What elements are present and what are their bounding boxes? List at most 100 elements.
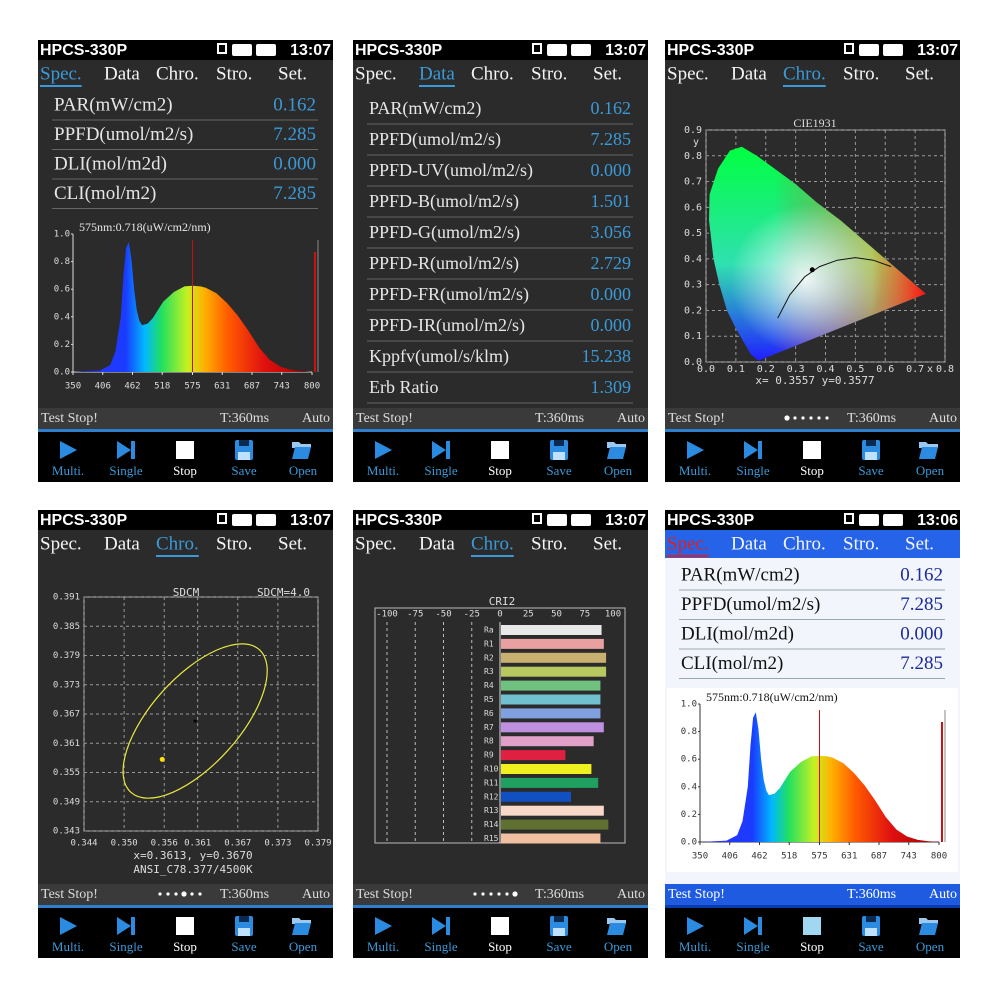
- button-label[interactable]: Save: [858, 463, 884, 478]
- tab[interactable]: Chro.: [471, 533, 514, 554]
- page-dot: [166, 892, 170, 896]
- open-icon[interactable]: [919, 918, 938, 924]
- tab[interactable]: Data: [419, 63, 455, 84]
- readout: x= 0.3557 y=0.3577: [755, 374, 874, 387]
- button-label[interactable]: Multi.: [52, 463, 84, 478]
- tab[interactable]: Chro.: [783, 533, 826, 554]
- tab[interactable]: Spec.: [355, 533, 397, 554]
- tab[interactable]: Stro.: [216, 533, 252, 554]
- tab[interactable]: Stro.: [843, 63, 879, 84]
- single-icon[interactable]: [117, 441, 131, 459]
- button-label[interactable]: Open: [289, 463, 318, 478]
- tab[interactable]: Spec.: [667, 533, 709, 554]
- stop-icon[interactable]: [176, 917, 194, 935]
- open-icon[interactable]: [607, 442, 626, 448]
- single-icon[interactable]: [432, 917, 446, 935]
- single-icon-bar: [131, 441, 135, 459]
- tab[interactable]: Stro.: [843, 533, 879, 554]
- tab[interactable]: Spec.: [667, 63, 709, 84]
- stop-icon[interactable]: [803, 441, 821, 459]
- tab[interactable]: Set.: [905, 63, 934, 84]
- button-label[interactable]: Stop: [488, 463, 512, 478]
- usb-icon: [217, 43, 227, 54]
- stop-icon[interactable]: [176, 441, 194, 459]
- button-label[interactable]: Single: [424, 939, 457, 954]
- tab[interactable]: Set.: [593, 533, 622, 554]
- category-label: R15: [484, 834, 499, 843]
- button-label[interactable]: Open: [604, 939, 633, 954]
- button-label[interactable]: Stop: [488, 939, 512, 954]
- open-icon[interactable]: [292, 442, 311, 448]
- play-icon[interactable]: [375, 441, 392, 459]
- button-label[interactable]: Single: [109, 939, 142, 954]
- single-icon[interactable]: [432, 441, 446, 459]
- play-icon[interactable]: [375, 917, 392, 935]
- x-tick-label: 687: [244, 382, 260, 392]
- single-icon[interactable]: [744, 441, 758, 459]
- tab[interactable]: Data: [419, 533, 455, 554]
- stop-icon[interactable]: [803, 917, 821, 935]
- tab[interactable]: Set.: [905, 533, 934, 554]
- stop-icon[interactable]: [491, 917, 509, 935]
- button-label[interactable]: Multi.: [367, 463, 399, 478]
- tab[interactable]: Set.: [593, 63, 622, 84]
- tab[interactable]: Data: [104, 63, 140, 84]
- button-label[interactable]: Multi.: [52, 939, 84, 954]
- button-label[interactable]: Save: [858, 939, 884, 954]
- button-label[interactable]: Single: [736, 463, 769, 478]
- open-icon[interactable]: [919, 442, 938, 448]
- tab[interactable]: Data: [731, 63, 767, 84]
- x-tick-label: 518: [154, 382, 170, 392]
- open-icon[interactable]: [607, 918, 626, 924]
- cri-bar: [501, 819, 609, 830]
- tab[interactable]: Chro.: [783, 63, 826, 84]
- tab[interactable]: Data: [731, 533, 767, 554]
- page-dot: [809, 416, 813, 420]
- y-tick-label: 0.9: [684, 125, 702, 136]
- button-label[interactable]: Save: [546, 463, 572, 478]
- single-icon[interactable]: [744, 917, 758, 935]
- button-label[interactable]: Save: [231, 939, 257, 954]
- button-label[interactable]: Open: [916, 463, 945, 478]
- single-icon[interactable]: [117, 917, 131, 935]
- tab[interactable]: Data: [104, 533, 140, 554]
- button-label[interactable]: Stop: [800, 463, 824, 478]
- tab[interactable]: Chro.: [156, 533, 199, 554]
- category-label: R2: [484, 653, 494, 662]
- tab[interactable]: Spec.: [355, 63, 397, 84]
- button-label[interactable]: Save: [231, 463, 257, 478]
- open-icon[interactable]: [292, 918, 311, 924]
- play-icon[interactable]: [687, 441, 704, 459]
- y-tick-label: 0.379: [53, 651, 80, 661]
- button-label[interactable]: Stop: [173, 939, 197, 954]
- tab[interactable]: Set.: [278, 533, 307, 554]
- tab[interactable]: Set.: [278, 63, 307, 84]
- button-label[interactable]: Stop: [800, 939, 824, 954]
- button-label[interactable]: Open: [604, 463, 633, 478]
- button-label[interactable]: Single: [109, 463, 142, 478]
- button-label[interactable]: Open: [289, 939, 318, 954]
- tab-bar: [665, 530, 960, 558]
- button-label[interactable]: Stop: [173, 463, 197, 478]
- button-label[interactable]: Single: [736, 939, 769, 954]
- tab[interactable]: Chro.: [156, 63, 199, 84]
- y-tick-label: 0.373: [53, 680, 80, 690]
- play-icon[interactable]: [687, 917, 704, 935]
- tab[interactable]: Chro.: [471, 63, 514, 84]
- button-label[interactable]: Multi.: [679, 939, 711, 954]
- button-label[interactable]: Save: [546, 939, 572, 954]
- button-label[interactable]: Single: [424, 463, 457, 478]
- play-icon[interactable]: [60, 441, 77, 459]
- tab[interactable]: Spec.: [40, 533, 82, 554]
- tab[interactable]: Stro.: [531, 533, 567, 554]
- button-label[interactable]: Multi.: [367, 939, 399, 954]
- button-label[interactable]: Open: [916, 939, 945, 954]
- tab[interactable]: Stro.: [531, 63, 567, 84]
- tab[interactable]: Spec.: [40, 63, 82, 84]
- tab[interactable]: Stro.: [216, 63, 252, 84]
- model-name: HPCS-330P: [667, 512, 754, 529]
- stop-icon[interactable]: [491, 441, 509, 459]
- play-icon[interactable]: [60, 917, 77, 935]
- cri-bar: [501, 694, 601, 705]
- button-label[interactable]: Multi.: [679, 463, 711, 478]
